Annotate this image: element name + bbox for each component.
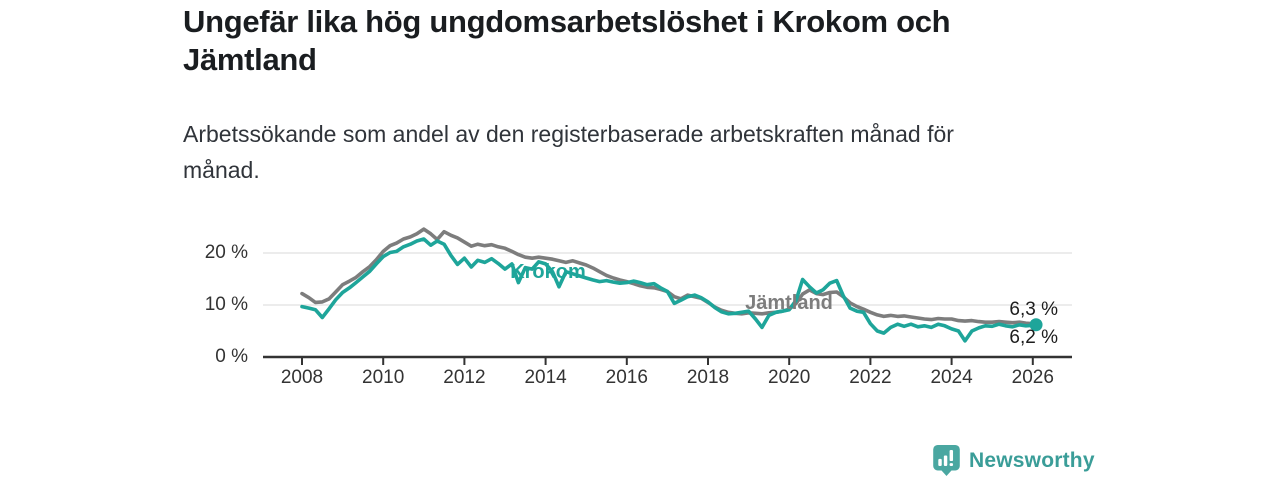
x-tick-label: 2016 [605, 367, 648, 388]
series-end-dot-krokom [1029, 318, 1043, 332]
newsworthy-wordmark: Newsworthy [969, 448, 1095, 472]
x-tick-label: 2024 [930, 367, 973, 388]
x-tick-label: 2014 [524, 367, 567, 388]
end-value-label-jamtland: 6,3 % [1009, 299, 1058, 320]
x-tick-label: 2026 [1011, 367, 1054, 388]
y-tick-label: 0 % [215, 346, 248, 367]
y-tick-label: 20 % [204, 242, 248, 263]
series-label-jamtland: Jämtland [745, 292, 833, 314]
series-line-krokom [300, 237, 1038, 343]
chart-title: Ungefär lika hög ungdomsarbetslöshet i K… [183, 4, 951, 77]
bar-chart-speech-bubble-icon [933, 445, 960, 476]
gridlines [263, 252, 1072, 306]
x-tick-label: 2008 [280, 367, 324, 388]
end-value-label-krokom: 6,2 % [1009, 327, 1058, 348]
chart-subtitle: Arbetssökande som andel av den registerb… [183, 121, 954, 183]
x-tick-label: 2020 [768, 367, 811, 388]
x-tick-label: 2022 [849, 367, 892, 388]
series-label-krokom: Krokom [510, 261, 586, 283]
newsworthy-logo: Newsworthy [933, 445, 1095, 476]
x-axis-tick-marks [301, 358, 1034, 365]
x-tick-label: 2018 [686, 367, 730, 388]
x-tick-label: 2012 [443, 367, 486, 388]
y-tick-label: 10 % [204, 294, 248, 315]
x-tick-label: 2010 [362, 367, 405, 388]
